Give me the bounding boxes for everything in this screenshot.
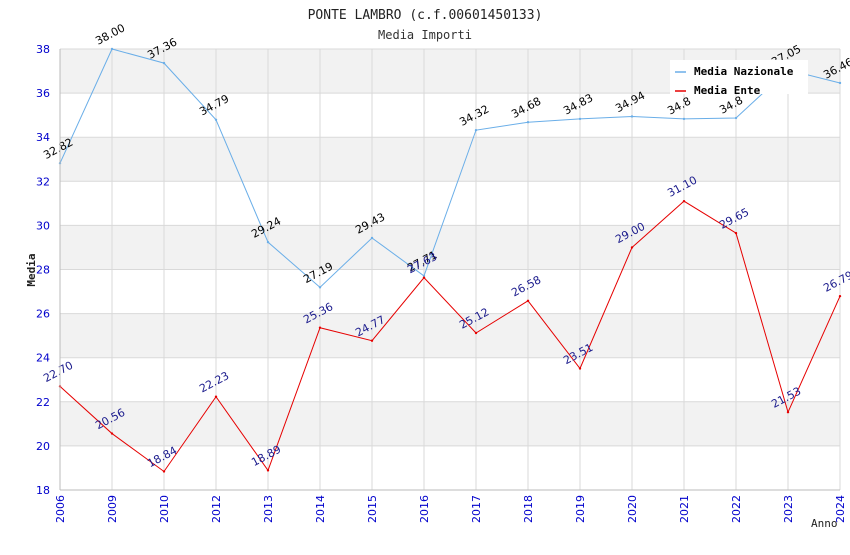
plot-band: [60, 225, 840, 270]
series-lines: [58, 47, 842, 473]
data-point-media-nazionale: [422, 274, 426, 278]
legend: Media Nazionale Media Ente: [670, 60, 808, 97]
legend-label-media-ente: Media Ente: [694, 84, 761, 97]
x-tick-label: 2020: [626, 495, 639, 523]
y-tick-label: 30: [36, 219, 50, 232]
y-tick-label: 24: [36, 352, 50, 365]
data-point-media-ente: [370, 339, 374, 342]
x-tick-label: 2016: [418, 495, 431, 523]
y-tick-label: 34: [36, 131, 50, 144]
y-tick-label: 38: [36, 43, 50, 56]
x-tick-label: 2022: [730, 495, 743, 523]
y-tick-label: 36: [36, 87, 50, 100]
data-point-media-ente: [578, 367, 582, 370]
data-point-media-ente: [422, 276, 426, 279]
chart-subtitle: Media Importi: [378, 28, 472, 42]
x-tick-label: 2018: [522, 495, 535, 523]
data-point-media-nazionale: [266, 240, 270, 244]
x-tick-label: 2021: [678, 495, 691, 523]
data-label-media-nazionale: 38.00: [93, 21, 127, 47]
y-tick-label: 26: [36, 308, 50, 321]
data-label-media-nazionale: 34.68: [509, 95, 543, 121]
data-point-media-ente: [162, 470, 166, 473]
data-point-media-ente: [734, 231, 738, 235]
data-point-media-nazionale: [734, 116, 738, 120]
series-line-media-nazionale: [59, 48, 841, 289]
x-tick-label: 2009: [106, 495, 119, 523]
data-point-media-ente: [838, 294, 842, 298]
data-point-media-nazionale: [682, 117, 686, 121]
data-point-media-nazionale: [318, 286, 322, 289]
legend-box: [670, 60, 808, 94]
x-tick-label: 2012: [210, 495, 223, 523]
data-point-media-nazionale: [838, 81, 842, 85]
data-point-media-nazionale: [474, 128, 478, 132]
x-axis-label: Anno: [811, 517, 838, 530]
data-point-media-nazionale: [578, 117, 582, 121]
x-tick-label: 2023: [782, 495, 795, 523]
data-label-media-ente: 26.58: [509, 273, 543, 299]
data-point-media-ente: [682, 199, 686, 203]
x-tick-label: 2013: [262, 495, 275, 523]
data-point-media-nazionale: [162, 61, 166, 65]
plot-band: [60, 313, 840, 358]
data-point-media-nazionale: [630, 115, 634, 118]
data-point-media-ente: [526, 299, 530, 303]
data-label-media-ente: 18.89: [249, 443, 283, 469]
plot-band: [60, 401, 840, 446]
data-label-media-ente: 22.23: [197, 369, 231, 395]
data-label-media-nazionale: 34.79: [197, 92, 231, 118]
data-point-media-ente: [110, 432, 114, 435]
grid-lines: [59, 48, 841, 491]
chart-title: PONTE LAMBRO (c.f.00601450133): [308, 8, 543, 23]
x-tick-label: 2010: [158, 495, 171, 523]
data-point-media-ente: [318, 326, 322, 329]
data-point-media-nazionale: [526, 121, 530, 124]
x-tick-label: 2017: [470, 495, 483, 523]
data-point-media-nazionale: [214, 118, 218, 121]
data-label-media-nazionale: 34.8: [665, 95, 693, 118]
legend-label-media-nazionale: Media Nazionale: [694, 65, 794, 78]
data-point-media-nazionale: [370, 236, 374, 240]
y-tick-label: 18: [36, 484, 50, 497]
plot-band: [60, 137, 840, 182]
x-tick-label: 2014: [314, 495, 327, 523]
plot-bands: [60, 49, 840, 446]
y-tick-label: 20: [36, 440, 50, 453]
data-point-media-ente: [786, 410, 790, 414]
data-point-media-ente: [474, 331, 478, 335]
data-point-media-nazionale: [110, 47, 114, 51]
y-tick-label: 32: [36, 175, 50, 188]
y-axis-label: Media: [25, 253, 38, 286]
data-label-media-nazionale: 34.83: [561, 91, 595, 117]
data-label-media-ente: 26.79: [821, 269, 850, 295]
data-point-media-ente: [266, 469, 270, 472]
x-tick-label: 2015: [366, 495, 379, 523]
data-point-media-ente: [630, 246, 634, 249]
x-tick-label: 2024: [834, 495, 847, 523]
data-label-media-ente: 18.84: [145, 444, 179, 470]
x-tick-label: 2006: [54, 495, 67, 523]
y-tick-label: 22: [36, 396, 50, 409]
series-line-media-ente: [59, 200, 841, 473]
data-label-media-nazionale: 34.32: [457, 103, 491, 129]
y-tick-label: 28: [36, 264, 50, 277]
x-tick-label: 2019: [574, 495, 587, 523]
data-point-media-ente: [214, 395, 218, 398]
